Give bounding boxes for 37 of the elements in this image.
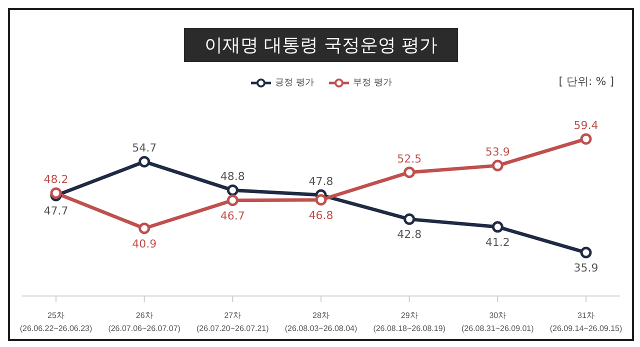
x-tick-label: 31차 (26.09.14~26.09.15) — [550, 311, 622, 333]
data-label: 52.5 — [397, 152, 422, 166]
data-label: 47.8 — [308, 175, 334, 188]
data-label: 42.8 — [397, 228, 422, 242]
data-label: 54.7 — [132, 142, 157, 155]
data-label: 48.2 — [44, 173, 68, 186]
text: [ 단위: % ] — [558, 74, 614, 89]
data-label: 48.8 — [220, 170, 245, 184]
data-label: 53.9 — [485, 146, 510, 159]
point — [404, 166, 416, 178]
point — [138, 222, 150, 234]
data-label: 46.8 — [308, 208, 334, 222]
point — [226, 194, 238, 206]
data-label: 47.7 — [44, 204, 68, 218]
x-tick-label: 30차 (26.08.31~26.09.01) — [462, 311, 534, 333]
data-label: 41.2 — [485, 236, 510, 249]
legend-label: 부정 평가 — [352, 77, 392, 89]
chart-title: 이재명 대통령 국정운영 평가 — [184, 28, 458, 62]
point — [404, 213, 416, 225]
data-label: 59.4 — [574, 118, 598, 132]
x-tick-label: 27차 (26.07.20~26.07.21) — [196, 311, 270, 333]
point — [138, 156, 150, 168]
point — [492, 221, 504, 233]
x-tick-label: 28차 (26.08.03~26.08.04) — [284, 311, 358, 333]
point — [226, 184, 238, 196]
x-tick-label: 26차 (26.07.06~26.07.07) — [108, 311, 181, 333]
data-label: 46.7 — [220, 209, 245, 222]
x-tick-label: 29차 (26.08.18~26.08.19) — [373, 311, 446, 333]
data-label: 35.9 — [574, 262, 598, 275]
point — [580, 133, 592, 145]
point — [580, 246, 592, 258]
point — [315, 194, 327, 206]
x-tick-label: 25차 (26.06.22~26.06.23) — [20, 311, 92, 333]
point — [50, 187, 62, 199]
data-label: 40.9 — [132, 237, 157, 250]
point — [492, 160, 504, 172]
legend-label: 긍정 평가 — [274, 77, 314, 89]
